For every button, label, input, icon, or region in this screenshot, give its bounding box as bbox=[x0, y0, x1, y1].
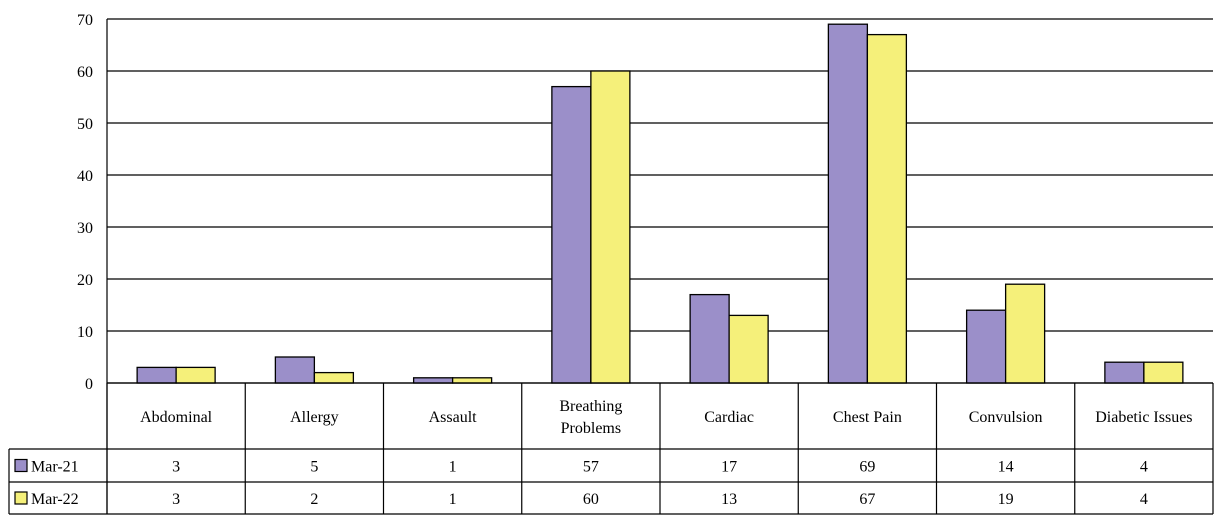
category-label: Allergy bbox=[290, 409, 339, 426]
category-label: Diabetic Issues bbox=[1095, 409, 1192, 426]
bar-mar-22 bbox=[313, 371, 355, 384]
legend-key-mar-22 bbox=[14, 491, 28, 505]
bar-mar-21 bbox=[136, 366, 177, 384]
bar-mar-21 bbox=[827, 23, 869, 384]
y-axis-ticks: 0 10 20 30 40 50 60 70 bbox=[77, 12, 93, 393]
bar-mar-21 bbox=[412, 377, 454, 384]
category-label: Abdominal bbox=[140, 409, 213, 426]
table-value: 13 bbox=[721, 491, 737, 508]
y-tick-label: 0 bbox=[85, 376, 93, 393]
y-tick-label: 40 bbox=[77, 168, 93, 185]
bar-mar-21 bbox=[965, 309, 1007, 384]
bars bbox=[136, 23, 1184, 384]
y-tick-label: 70 bbox=[77, 12, 93, 29]
category-label: Assault bbox=[429, 409, 478, 426]
bar-mar-21 bbox=[551, 85, 592, 384]
legend-label: Mar-22 bbox=[31, 491, 79, 508]
table-value: 1 bbox=[449, 491, 457, 508]
gridlines bbox=[106, 18, 1213, 514]
table-value: 5 bbox=[310, 459, 318, 476]
bar-mar-22 bbox=[866, 33, 908, 384]
table-value: 67 bbox=[859, 491, 875, 508]
bar-mar-21 bbox=[274, 356, 316, 384]
table-value: 57 bbox=[583, 459, 599, 476]
table-value: 17 bbox=[721, 459, 737, 476]
bar-mar-22 bbox=[1004, 283, 1046, 384]
bar-mar-22 bbox=[728, 314, 769, 384]
y-tick-label: 50 bbox=[77, 116, 93, 133]
table-value: 3 bbox=[172, 491, 180, 508]
table-value: 14 bbox=[998, 459, 1014, 476]
bar-mar-22 bbox=[451, 377, 493, 384]
bar-mar-21 bbox=[689, 293, 730, 384]
table-value: 4 bbox=[1140, 459, 1148, 476]
y-tick-label: 10 bbox=[77, 324, 93, 341]
table-value: 69 bbox=[859, 459, 875, 476]
category-label: Problems bbox=[561, 420, 621, 437]
bar-mar-22 bbox=[590, 70, 631, 384]
table-value: 4 bbox=[1140, 491, 1148, 508]
bar-mar-22 bbox=[175, 366, 216, 384]
y-tick-label: 20 bbox=[77, 272, 93, 289]
category-label: Breathing bbox=[559, 398, 622, 415]
table-value: 2 bbox=[310, 491, 318, 508]
table-value: 19 bbox=[998, 491, 1014, 508]
category-label: Cardiac bbox=[704, 409, 754, 426]
bar-mar-21 bbox=[1104, 361, 1145, 384]
bar-mar-22 bbox=[1143, 361, 1184, 384]
data-table: Abdominal Allergy Assault Breathing Problems… bbox=[8, 382, 1214, 515]
category-label: Convulsion bbox=[969, 409, 1043, 426]
y-tick-label: 60 bbox=[77, 64, 93, 81]
table-value: 1 bbox=[449, 459, 457, 476]
table-value: 3 bbox=[172, 459, 180, 476]
category-label: Chest Pain bbox=[833, 409, 902, 426]
table-value: 60 bbox=[583, 491, 599, 508]
legend-label: Mar-21 bbox=[31, 459, 79, 476]
y-tick-label: 30 bbox=[77, 220, 93, 237]
legend-key-mar-21 bbox=[14, 458, 28, 473]
